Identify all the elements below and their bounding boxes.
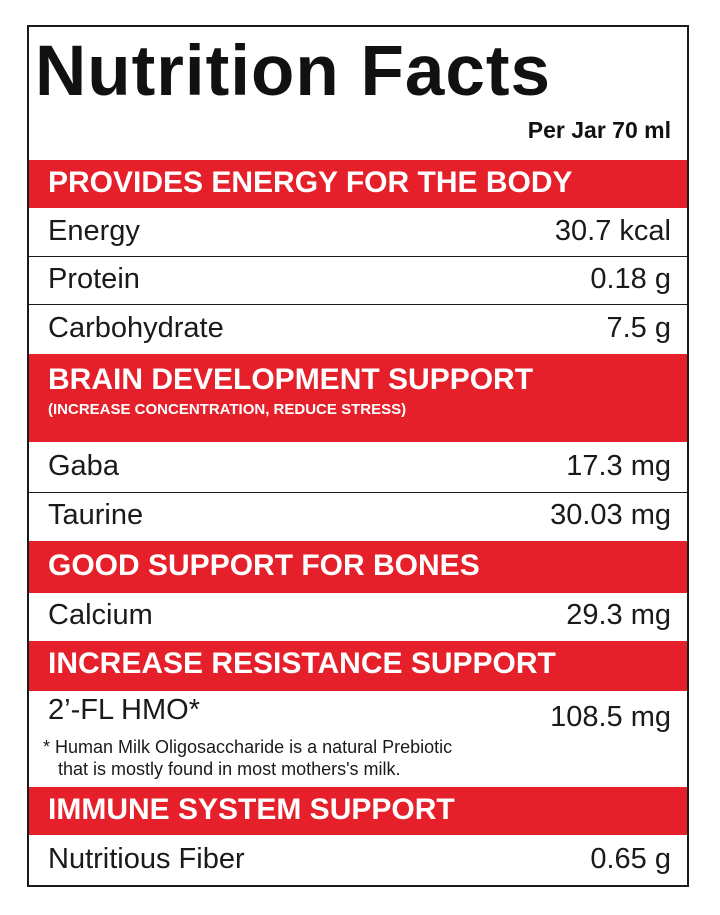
nutrient-row-hmo: 2’-FL HMO* 108.5 mg * Human Milk Oligosa…: [29, 691, 687, 787]
nutrient-value: 0.18 g: [590, 263, 671, 295]
nutrient-row-fiber: Nutritious Fiber 0.65 g: [29, 835, 687, 885]
nutrient-row-energy: Energy 30.7 kcal: [29, 208, 687, 256]
section-heading-text: IMMUNE SYSTEM SUPPORT: [48, 793, 455, 826]
nutrient-name: 2’-FL HMO*: [48, 694, 200, 726]
nutrient-value: 0.65 g: [590, 843, 671, 875]
nutrient-row-carbohydrate: Carbohydrate 7.5 g: [29, 304, 687, 354]
section-heading-energy: PROVIDES ENERGY FOR THE BODY: [29, 160, 687, 208]
nutrient-value: 29.3 mg: [566, 599, 671, 631]
footnote-line: that is mostly found in most mothers's m…: [58, 759, 401, 779]
serving-size: Per Jar 70 ml: [527, 117, 671, 143]
nutrient-value: 17.3 mg: [566, 450, 671, 482]
label-title: Nutrition Facts: [35, 32, 551, 111]
nutrient-name: Protein: [48, 263, 140, 295]
nutrient-name: Calcium: [48, 599, 153, 631]
nutrient-value: 108.5 mg: [550, 701, 671, 733]
section-heading-text: PROVIDES ENERGY FOR THE BODY: [48, 166, 573, 199]
nutrient-name: Nutritious Fiber: [48, 843, 245, 875]
nutrient-value: 30.03 mg: [550, 499, 671, 531]
section-heading-resistance: INCREASE RESISTANCE SUPPORT: [29, 641, 687, 691]
nutrient-row-gaba: Gaba 17.3 mg: [29, 442, 687, 492]
nutrient-row-protein: Protein 0.18 g: [29, 256, 687, 304]
footnote-line: * Human Milk Oligosaccharide is a natura…: [43, 737, 453, 757]
section-heading-text: GOOD SUPPORT FOR BONES: [48, 549, 480, 582]
nutrition-facts-label: Nutrition Facts Per Jar 70 ml PROVIDES E…: [27, 25, 689, 887]
section-heading-bones: GOOD SUPPORT FOR BONES: [29, 541, 687, 593]
section-subheading-text: (INCREASE CONCENTRATION, REDUCE STRESS): [48, 401, 407, 418]
nutrient-name: Taurine: [48, 499, 144, 531]
nutrient-value: 7.5 g: [606, 312, 672, 344]
nutrient-name: Carbohydrate: [48, 312, 224, 344]
section-heading-immune: IMMUNE SYSTEM SUPPORT: [29, 787, 687, 835]
hmo-footnote: * Human Milk Oligosaccharide is a natura…: [43, 736, 452, 780]
nutrient-name: Gaba: [48, 450, 119, 482]
section-heading-text: INCREASE RESISTANCE SUPPORT: [48, 647, 556, 680]
section-heading-text: BRAIN DEVELOPMENT SUPPORT: [48, 363, 534, 396]
section-heading-brain: BRAIN DEVELOPMENT SUPPORT (INCREASE CONC…: [29, 354, 687, 442]
nutrient-name: Energy: [48, 215, 140, 247]
nutrient-value: 30.7 kcal: [554, 215, 671, 247]
nutrient-row-taurine: Taurine 30.03 mg: [29, 492, 687, 541]
nutrient-row-calcium: Calcium 29.3 mg: [29, 593, 687, 641]
